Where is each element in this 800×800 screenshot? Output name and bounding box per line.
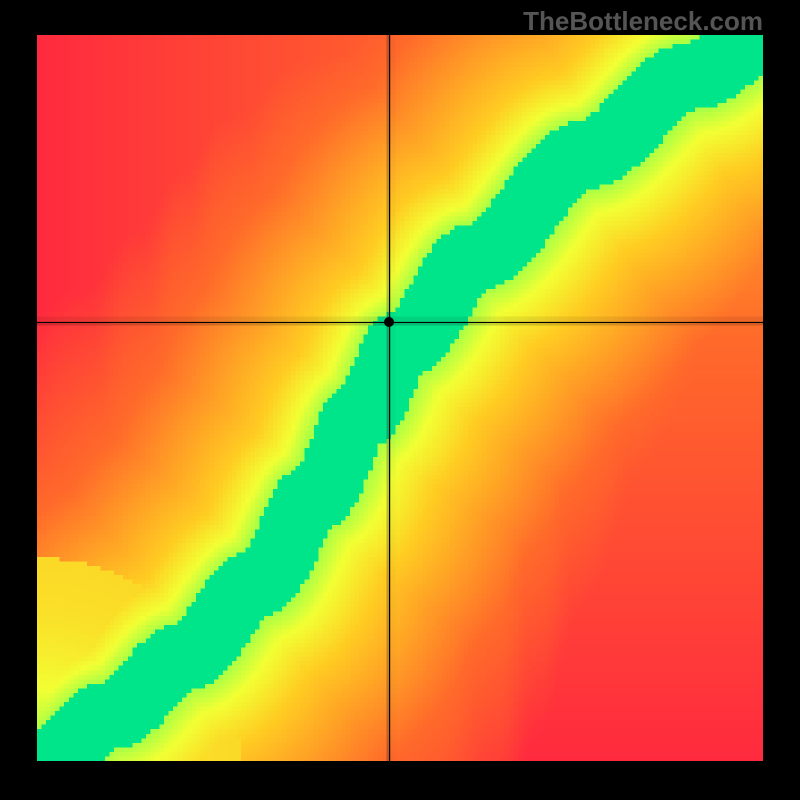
crosshair-vertical (389, 35, 390, 761)
crosshair-horizontal (37, 322, 763, 323)
chart-container: TheBottleneck.com (0, 0, 800, 800)
bottleneck-heatmap (37, 35, 763, 761)
watermark-text: TheBottleneck.com (523, 6, 763, 37)
